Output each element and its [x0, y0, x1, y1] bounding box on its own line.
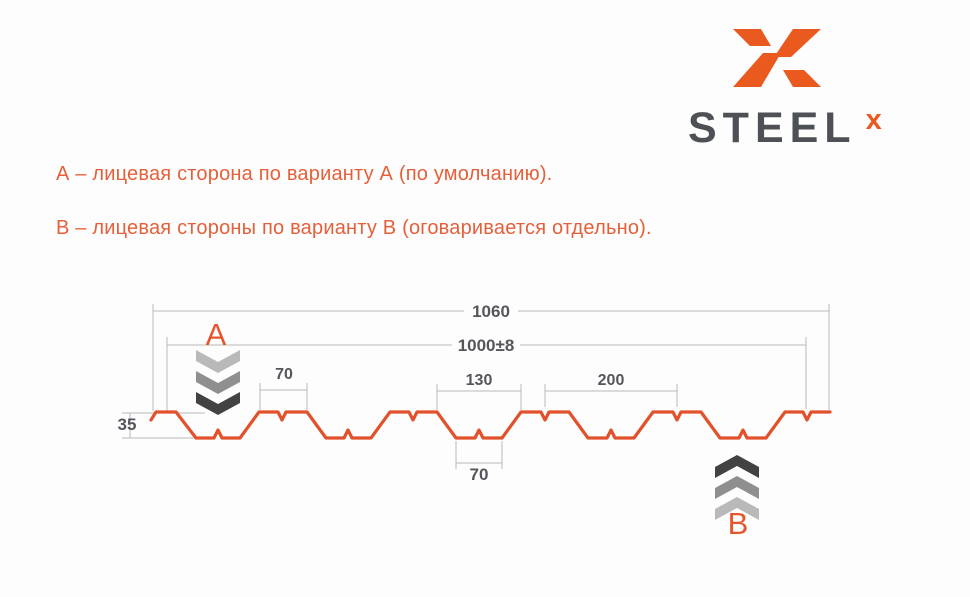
- dim-label-1060: 1060: [472, 302, 510, 321]
- marker-a: А: [196, 317, 240, 415]
- dim-label-1000: 1000±8: [458, 336, 515, 355]
- dim-label-70-bottom: 70: [470, 465, 489, 484]
- marker-b: В: [715, 455, 759, 541]
- logo-se-arm: [783, 70, 821, 87]
- dim-cover-width: 1000±8: [166, 336, 807, 411]
- logo-nw-arm: [733, 29, 771, 46]
- dim-overall-width: 1060: [152, 302, 830, 411]
- dim-valley-opening: 130: [436, 372, 522, 410]
- dim-label-35: 35: [118, 415, 137, 434]
- logo-wordmark: STEEL x: [688, 104, 918, 153]
- dim-profile-height: 35: [118, 412, 205, 439]
- brand-superscript: x: [865, 104, 882, 136]
- steelx-logo-icon: [733, 29, 821, 87]
- logo-ribbon-lower: [733, 53, 781, 87]
- logo-ribbon-upper: [774, 29, 821, 57]
- note-variant-a: А – лицевая сторона по варианту А (по ум…: [56, 163, 553, 185]
- dim-valley-bottom: 70: [455, 441, 503, 484]
- marker-b-letter: В: [728, 506, 749, 541]
- profile-diagram: 1060 1000±8 70 130 200 70: [118, 302, 832, 541]
- dim-rib-pitch: 200: [544, 372, 678, 407]
- triple-chevron-up-icon: [715, 455, 759, 520]
- marker-a-letter: А: [206, 317, 227, 352]
- sheet-profile-line: [149, 410, 832, 440]
- dim-label-130: 130: [466, 372, 493, 389]
- triple-chevron-down-icon: [196, 350, 240, 415]
- brand-name: STEEL: [688, 104, 857, 152]
- note-variant-b: В – лицевая стороны по варианту В (огова…: [56, 217, 652, 239]
- dim-label-200: 200: [598, 372, 625, 389]
- dim-label-70-top: 70: [275, 366, 293, 383]
- dim-crest-top: 70: [259, 366, 308, 410]
